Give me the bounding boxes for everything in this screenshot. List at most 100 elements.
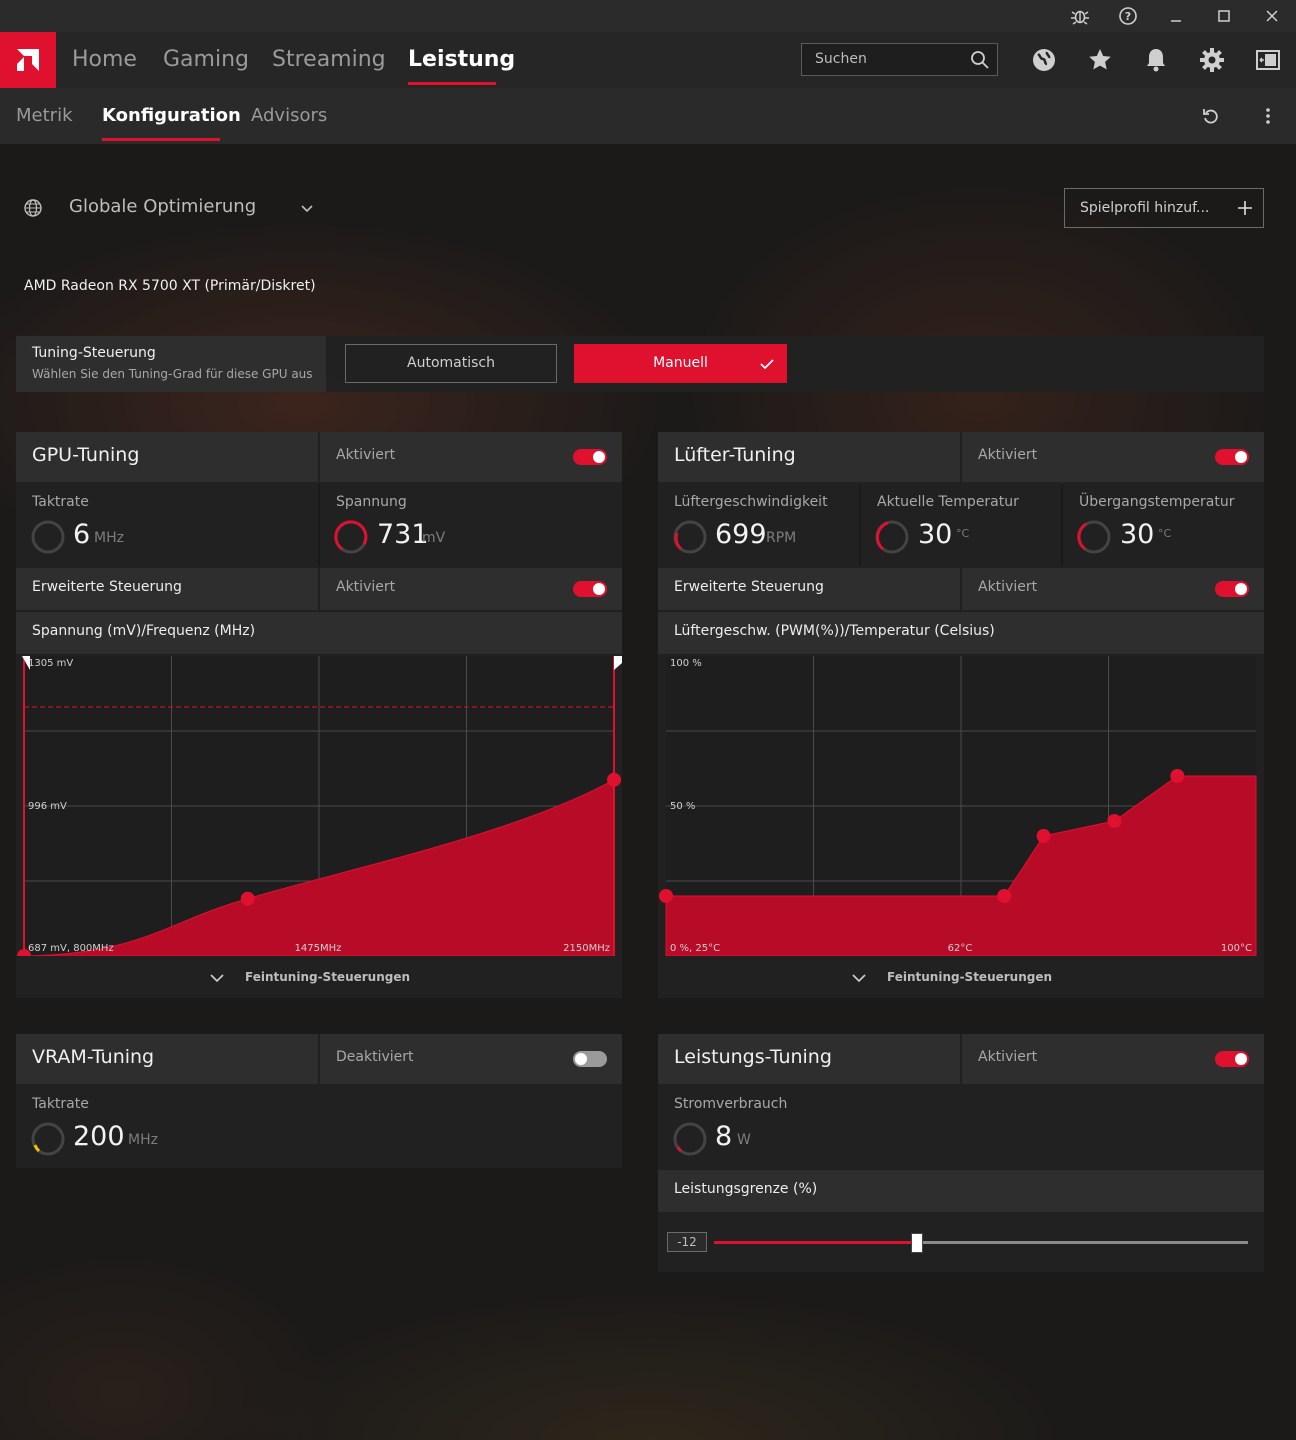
gpu-tuning-header bbox=[16, 432, 318, 482]
gpu-tuning-title: GPU-Tuning bbox=[32, 444, 140, 466]
plus-icon bbox=[1234, 197, 1256, 219]
junction-temp-label: Übergangstemperatur bbox=[1079, 494, 1235, 510]
clock-gauge-icon bbox=[30, 519, 66, 555]
globe-icon[interactable] bbox=[1028, 44, 1060, 76]
minimize-icon[interactable] bbox=[1164, 4, 1188, 28]
chevron-down-icon[interactable] bbox=[207, 968, 227, 988]
amd-logo[interactable] bbox=[0, 32, 56, 88]
power-limit-label: Leistungsgrenze (%) bbox=[674, 1181, 818, 1197]
x-tick-label: 0 %, 25°C bbox=[670, 943, 720, 954]
vram-tuning-status-box bbox=[320, 1034, 622, 1084]
fan-speed-unit: RPM bbox=[766, 530, 797, 546]
maximize-icon[interactable] bbox=[1212, 4, 1236, 28]
add-game-profile-label: Spielprofil hinzuf... bbox=[1080, 200, 1210, 216]
svg-text:?: ? bbox=[1125, 10, 1131, 23]
tab-gaming[interactable]: Gaming bbox=[163, 47, 249, 72]
search-icon[interactable] bbox=[968, 48, 992, 72]
junction-temp-unit: °C bbox=[1158, 527, 1172, 540]
junction-temp-value: 30 bbox=[1120, 519, 1155, 550]
tab-advisors[interactable]: Advisors bbox=[251, 105, 328, 126]
active-subtab-indicator bbox=[102, 138, 220, 141]
more-icon[interactable] bbox=[1256, 104, 1280, 128]
gear-icon[interactable] bbox=[1196, 44, 1228, 76]
current-temp-unit: °C bbox=[956, 527, 970, 540]
fan-tuning-status-box bbox=[962, 432, 1264, 482]
fan-advanced-toggle[interactable] bbox=[1215, 581, 1249, 597]
y-tick-label: 50 % bbox=[670, 801, 695, 812]
power-gauge-icon bbox=[672, 1121, 708, 1157]
bug-icon[interactable] bbox=[1068, 4, 1092, 28]
fan-advanced-status: Aktiviert bbox=[978, 579, 1038, 595]
power-tuning-header bbox=[658, 1034, 960, 1084]
gpu-advanced-toggle[interactable] bbox=[573, 581, 607, 597]
vram-clock-label: Taktrate bbox=[32, 1096, 89, 1112]
globe-small-icon bbox=[22, 197, 44, 219]
tab-home[interactable]: Home bbox=[72, 47, 137, 72]
power-tuning-status: Aktiviert bbox=[978, 1049, 1038, 1065]
tab-leistung[interactable]: Leistung bbox=[408, 47, 516, 72]
gpu-advanced-status: Aktiviert bbox=[336, 579, 396, 595]
reset-icon[interactable] bbox=[1199, 104, 1223, 128]
fan-chart-header bbox=[658, 612, 1264, 654]
fan-fine-tuning-toggle[interactable]: Feintuning-Steuerungen bbox=[887, 970, 1053, 984]
curve-point bbox=[1170, 769, 1185, 783]
current-temp-value: 30 bbox=[918, 519, 953, 550]
fan-tuning-toggle[interactable] bbox=[1215, 449, 1249, 465]
curve-point bbox=[997, 889, 1012, 903]
y-tick-label: 100 % bbox=[670, 658, 702, 669]
manual-button[interactable] bbox=[574, 344, 787, 383]
tuning-control-subtitle: Wählen Sie den Tuning-Grad für diese GPU… bbox=[32, 367, 313, 381]
power-limit-slider-fill bbox=[714, 1241, 917, 1244]
fan-curve-chart[interactable]: 100 % 50 % 0 %, 25°C 62°C 100°C bbox=[658, 656, 1264, 956]
sidebar-icon[interactable] bbox=[1252, 44, 1284, 76]
curve-point bbox=[1036, 829, 1051, 843]
gpu-fine-tuning-toggle[interactable]: Feintuning-Steuerungen bbox=[245, 970, 411, 984]
voltage-frequency-chart[interactable]: 1305 mV 996 mV 687 mV, 800MHz 1475MHz 2150MH… bbox=[16, 656, 622, 956]
add-game-profile-button[interactable] bbox=[1064, 188, 1264, 228]
clock-label: Taktrate bbox=[32, 494, 89, 510]
power-limit-header bbox=[658, 1170, 1264, 1212]
search-input[interactable] bbox=[801, 43, 998, 76]
power-usage-value: 8 bbox=[715, 1121, 733, 1152]
profile-dropdown-label[interactable]: Globale Optimierung bbox=[69, 196, 257, 217]
tab-streaming[interactable]: Streaming bbox=[272, 47, 386, 72]
fan-speed-value: 699 bbox=[715, 519, 767, 550]
voltage-value: 731 bbox=[377, 519, 429, 550]
help-icon[interactable]: ? bbox=[1116, 4, 1140, 28]
automatic-button[interactable]: Automatisch bbox=[345, 344, 557, 383]
curve-point bbox=[607, 772, 621, 787]
close-icon[interactable] bbox=[1260, 4, 1284, 28]
vram-tuning-toggle[interactable] bbox=[573, 1051, 607, 1067]
star-icon[interactable] bbox=[1084, 44, 1116, 76]
curve-area bbox=[23, 778, 615, 956]
power-limit-input[interactable]: -12 bbox=[667, 1232, 707, 1252]
gpu-advanced-box bbox=[16, 568, 318, 610]
power-tuning-toggle[interactable] bbox=[1215, 1051, 1249, 1067]
power-limit-slider-thumb[interactable] bbox=[910, 1233, 923, 1253]
divider bbox=[318, 484, 320, 566]
gpu-tuning-toggle[interactable] bbox=[573, 449, 607, 465]
current-temp-gauge-icon bbox=[874, 519, 910, 555]
x-tick-label: 100°C bbox=[1221, 943, 1252, 954]
gpu-chart-header bbox=[16, 612, 622, 654]
fan-chart-title: Lüftergeschw. (PWM(%))/Temperatur (Celsi… bbox=[674, 623, 995, 639]
tuning-control-label-box bbox=[16, 336, 326, 392]
divider bbox=[859, 484, 861, 566]
fan-speed-gauge-icon bbox=[672, 519, 708, 555]
tab-metrik[interactable]: Metrik bbox=[16, 105, 73, 126]
bell-icon[interactable] bbox=[1140, 44, 1172, 76]
manual-button-label: Manuell bbox=[653, 355, 708, 371]
chevron-down-icon[interactable] bbox=[849, 968, 869, 988]
gpu-advanced-status-box bbox=[320, 568, 622, 610]
vram-tuning-status: Deaktiviert bbox=[336, 1049, 414, 1065]
min-handle-icon bbox=[22, 656, 30, 670]
chevron-down-icon[interactable] bbox=[297, 198, 317, 218]
curve-point bbox=[17, 949, 31, 956]
gpu-advanced-label: Erweiterte Steuerung bbox=[32, 579, 182, 595]
vram-clock-gauge-icon bbox=[30, 1121, 66, 1157]
power-limit-slider-track[interactable] bbox=[714, 1241, 1248, 1244]
junction-temp-gauge-icon bbox=[1076, 519, 1112, 555]
gpu-tuning-status-box bbox=[320, 432, 622, 482]
x-tick-label: 1475MHz bbox=[295, 943, 342, 954]
tab-konfiguration[interactable]: Konfiguration bbox=[102, 105, 241, 126]
